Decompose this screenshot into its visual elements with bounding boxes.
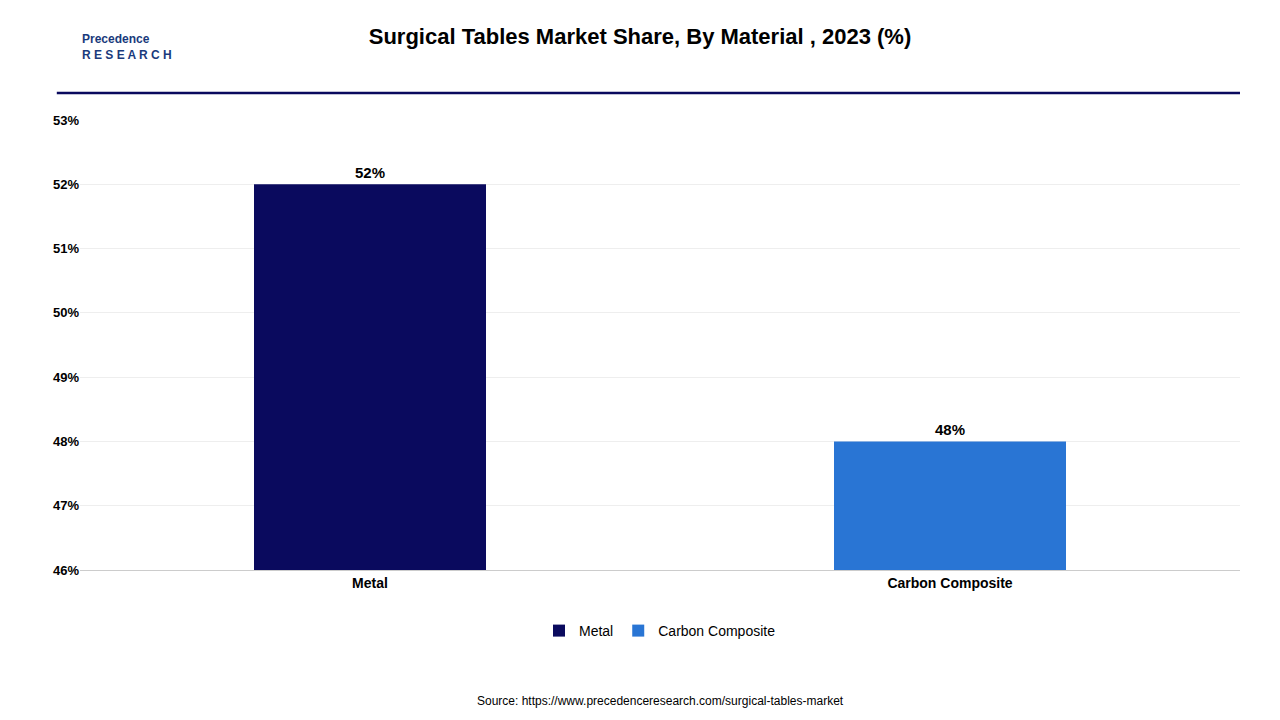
svg-text:48%: 48% xyxy=(935,421,965,438)
svg-text:Surgical Tables Market Share,: Surgical Tables Market Share, By Materia… xyxy=(369,24,911,49)
svg-text:50%: 50% xyxy=(53,305,79,320)
svg-text:46%: 46% xyxy=(53,563,79,578)
svg-text:52%: 52% xyxy=(53,177,79,192)
svg-text:48%: 48% xyxy=(53,434,79,449)
svg-text:Metal: Metal xyxy=(352,575,388,591)
svg-text:PrecedenceR E S E A R C H: PrecedenceR E S E A R C H xyxy=(82,32,172,62)
svg-text:Carbon Composite: Carbon Composite xyxy=(887,575,1012,591)
svg-text:52%: 52% xyxy=(355,164,385,181)
svg-text:53%: 53% xyxy=(53,113,79,128)
svg-text:49%: 49% xyxy=(53,370,79,385)
svg-text:47%: 47% xyxy=(53,498,79,513)
svg-text:Carbon Composite: Carbon Composite xyxy=(658,623,775,639)
svg-text:Source: https://www.precedence: Source: https://www.precedenceresearch.c… xyxy=(477,694,844,708)
svg-text:Metal: Metal xyxy=(579,623,613,639)
svg-text:51%: 51% xyxy=(53,241,79,256)
